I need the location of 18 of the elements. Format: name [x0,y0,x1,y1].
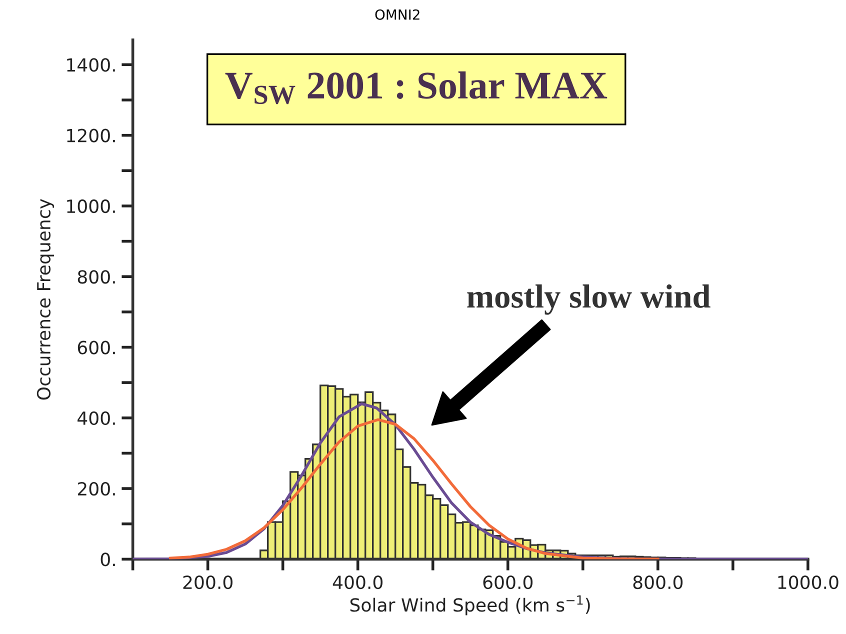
chart-title: OMNI2 [375,9,420,20]
y-tick-label: 1200. [67,128,115,142]
annotation: mostly slow wind [467,284,710,315]
x-tick-label: 400.0 [332,575,383,590]
x-tick-label: 200.0 [183,575,232,590]
y-tick-label: 800. [78,270,115,284]
x-axis-title: Solar Wind Speed (km s$^{−1}$) [350,595,590,616]
x-tick-label: 600.0 [483,575,533,590]
y-tick-label: 0. [100,552,115,566]
x-tick-label: 800.0 [633,575,683,590]
y-tick-label: 200. [78,482,115,496]
y-tick-label: 600. [78,340,115,354]
y-axis-title: Occurrence Frequency [36,198,54,400]
y-tick-label: 1000. [67,199,115,214]
x-tick-label: 1000.0 [778,575,838,590]
annotation: V$_{SW}$ 2001 : Solar MAX [225,71,608,104]
y-tick-label: 400. [78,411,115,426]
y-tick-label: 1400. [67,58,115,72]
